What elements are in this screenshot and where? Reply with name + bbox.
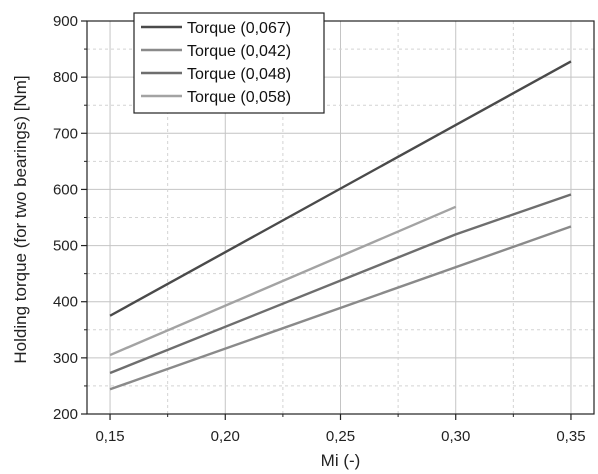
series-line [109,60,572,317]
legend-label: Torque (0,067) [187,20,291,37]
y-axis: 200 300 400 500 600 700 800 900 [53,13,87,423]
x-tick-label: 0,25 [326,428,355,445]
x-axis: 0,15 0,20 0,25 0,30 0,35 [95,414,586,445]
y-axis-title: Holding torque (for two bearings) [Nm] [11,75,30,363]
series-lines [109,60,572,391]
y-tick-label: 500 [53,238,78,255]
x-tick-label: 0,35 [556,428,585,445]
legend-label: Torque (0,042) [187,43,291,60]
y-tick-label: 200 [53,406,78,423]
legend-label: Torque (0,058) [187,89,291,106]
y-tick-label: 300 [53,350,78,367]
series-line [109,205,457,357]
y-tick-label: 700 [53,125,78,142]
x-tick-label: 0,20 [211,428,240,445]
series-line [109,193,572,375]
y-tick-label: 800 [53,69,78,86]
y-tick-label: 400 [53,294,78,311]
x-tick-label: 0,30 [441,428,470,445]
legend: Torque (0,067) Torque (0,042) Torque (0,04… [133,12,325,114]
y-tick-label: 600 [53,181,78,198]
y-tick-label: 900 [53,13,78,30]
legend-label: Torque (0,048) [187,66,291,83]
x-tick-label: 0,15 [95,428,124,445]
series-line [109,225,572,391]
x-axis-title: Mi (-) [321,451,361,470]
